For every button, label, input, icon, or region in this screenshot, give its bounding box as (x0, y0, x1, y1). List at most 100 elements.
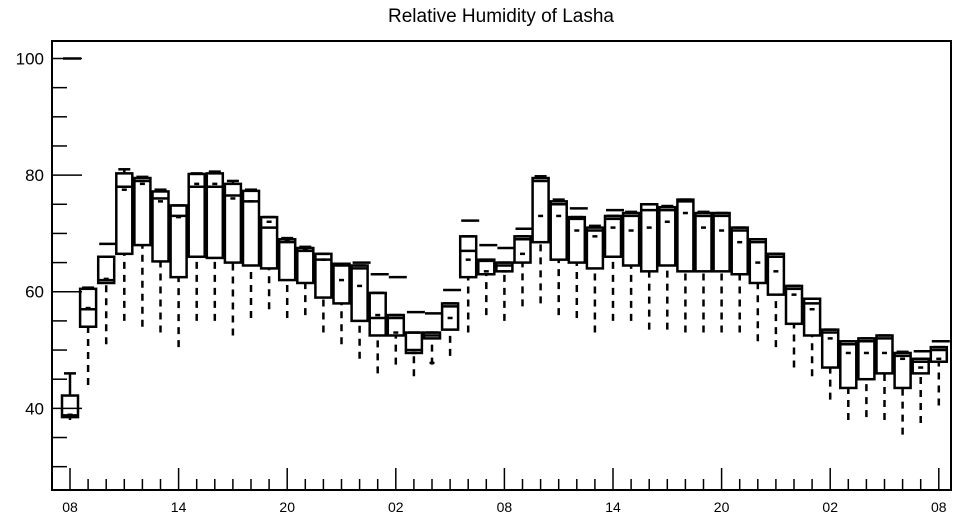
box (748, 238, 768, 285)
box (96, 255, 116, 285)
box (151, 190, 170, 263)
box-group (839, 340, 858, 421)
box (567, 215, 587, 264)
box (857, 337, 876, 381)
box (60, 394, 80, 419)
box-group (241, 188, 261, 318)
box (187, 172, 206, 259)
box-group (513, 227, 534, 307)
box (893, 351, 912, 390)
box (440, 302, 460, 331)
box (458, 235, 478, 279)
x-tick-label: 20 (714, 499, 730, 515)
box-group (893, 350, 912, 435)
box (676, 198, 695, 273)
box-group (495, 246, 516, 321)
x-tick-label: 02 (388, 499, 404, 515)
axes: 40 60 80 100 08 14 20 02 08 14 20 02 08 (16, 49, 947, 515)
box-group (78, 286, 98, 386)
box-group (151, 188, 170, 333)
x-tick-label: 08 (931, 499, 947, 515)
box-group (133, 175, 152, 327)
box-group (386, 275, 407, 365)
box-group (639, 203, 659, 330)
box (730, 226, 749, 276)
box-group (658, 204, 677, 330)
box-group (115, 168, 134, 321)
box-group (676, 198, 695, 333)
box (223, 182, 243, 264)
x-tick-label: 14 (171, 499, 187, 515)
x-tick-label: 14 (605, 499, 621, 515)
box (766, 252, 786, 296)
box (820, 328, 840, 369)
box (115, 172, 134, 256)
x-tick-label: 20 (279, 499, 295, 515)
box-group (766, 252, 786, 348)
box (205, 172, 225, 260)
box (802, 297, 822, 337)
box (332, 262, 351, 305)
box-group (585, 224, 605, 333)
box-group (477, 243, 498, 316)
box-group (712, 211, 731, 333)
box (585, 226, 605, 270)
box (133, 176, 152, 247)
box-group (96, 242, 118, 345)
box-group (169, 204, 188, 348)
box-group (332, 262, 351, 345)
box (712, 211, 731, 273)
box (784, 284, 804, 326)
box (513, 235, 532, 264)
box-group (296, 245, 315, 316)
box-group (820, 328, 840, 400)
box (277, 238, 297, 282)
y-tick-label: 80 (25, 166, 44, 185)
box (875, 334, 894, 375)
box-group (567, 207, 588, 318)
box (78, 287, 98, 328)
box-group (603, 208, 624, 321)
box-group (404, 310, 425, 377)
box (929, 345, 949, 363)
chart-title: Relative Humidity of Lasha (388, 6, 614, 27)
box (386, 313, 406, 337)
box-group (857, 337, 876, 418)
box (259, 215, 279, 270)
box-group (929, 340, 950, 406)
box-group (549, 198, 568, 316)
box (169, 204, 188, 279)
box-marks (60, 57, 950, 435)
x-tick-label: 08 (62, 499, 78, 515)
box (314, 252, 333, 299)
x-tick-label: 08 (497, 499, 513, 515)
box-group (205, 170, 225, 321)
y-tick-label: 100 (16, 49, 44, 68)
box-group (350, 261, 371, 359)
box (350, 264, 369, 323)
box (694, 211, 713, 273)
box (368, 291, 387, 337)
box (839, 340, 858, 390)
box-group (748, 238, 768, 342)
box-group (422, 312, 443, 365)
box-group (458, 219, 480, 333)
box (241, 189, 261, 267)
box (639, 203, 659, 273)
box-group (730, 226, 749, 333)
box-group (621, 210, 641, 321)
box-group (60, 57, 81, 421)
box-group (802, 297, 822, 377)
box-group (277, 236, 297, 318)
y-tick-label: 60 (25, 283, 44, 302)
box (621, 211, 641, 267)
x-tick-label: 02 (822, 499, 838, 515)
box (495, 261, 514, 273)
box-group (911, 349, 932, 423)
box (658, 205, 677, 267)
box (911, 357, 930, 375)
box-group (368, 272, 389, 374)
y-tick-label: 40 (25, 399, 44, 418)
box-group (259, 215, 279, 310)
